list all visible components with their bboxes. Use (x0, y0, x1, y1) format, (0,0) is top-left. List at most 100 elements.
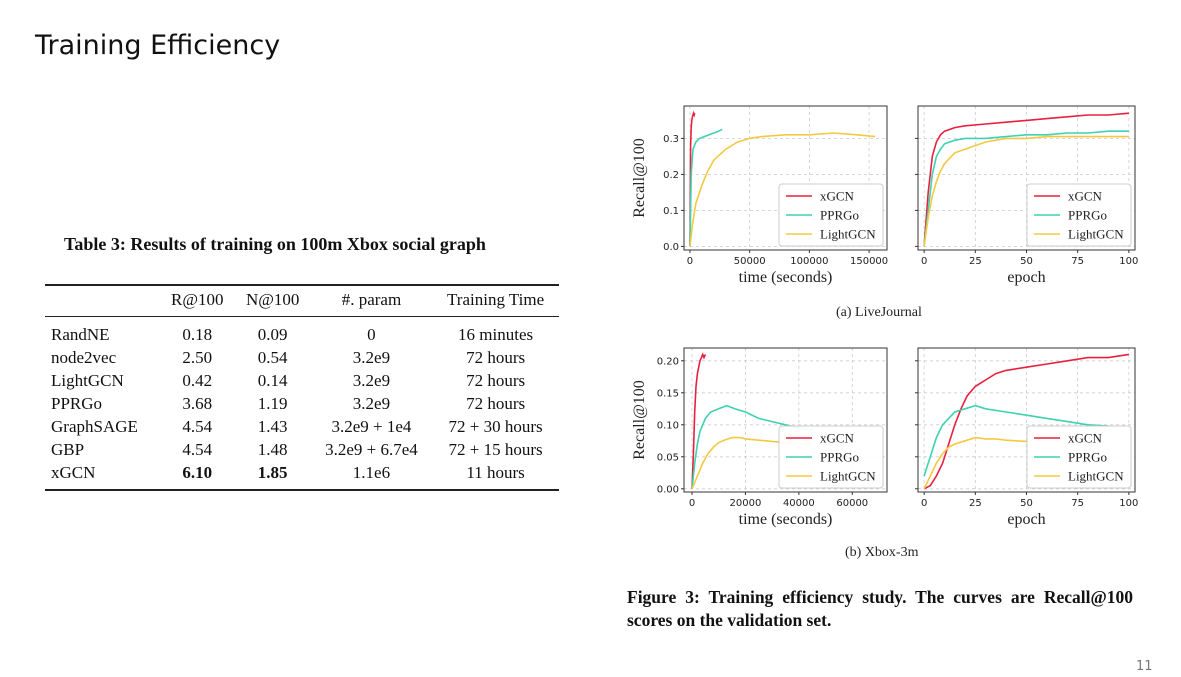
cell-time: 72 hours (466, 394, 526, 413)
cell-method: xGCN (45, 461, 160, 491)
series-line-pprgo (923, 404, 1109, 477)
cell-n100: 0.09 (257, 325, 288, 344)
cell-r100: 6.10 (159, 461, 235, 491)
cell-r100: 4.54 (182, 440, 213, 459)
results-table: R@100 N@100 #. param Training Time RandN… (45, 284, 559, 491)
slide-title: Training Efficiency (35, 30, 281, 61)
legend-label: PPRGo (820, 450, 859, 465)
legend-label: xGCN (1068, 189, 1103, 204)
cell-param: 3.2e9 + 1e4 (331, 417, 412, 436)
y-tick-label: 0.10 (657, 420, 679, 431)
cell-param: 1.1e6 (310, 461, 433, 491)
cell-n100: 0.14 (257, 371, 288, 390)
cell-method: LightGCN (51, 371, 124, 390)
cell-param: 3.2e9 (352, 348, 391, 367)
legend-label: LightGCN (820, 227, 876, 242)
plot-frame (683, 105, 888, 251)
y-tick-label: 0.0 (663, 242, 679, 253)
x-axis-label: time (seconds) (739, 269, 833, 286)
y-tick-label: 0.20 (657, 356, 679, 367)
header-param: #. param (310, 284, 433, 317)
chart-xbox-epoch: 0 25 50 75 100 epoch xGCN PPRGo LightGCN (915, 347, 1138, 528)
plot-frame (683, 347, 888, 493)
cell-method: node2vec (51, 348, 117, 367)
figure-caption: Figure 3: Training efficiency study. The… (627, 587, 1133, 630)
x-tick-label: 60000 (836, 498, 868, 509)
chart-livejournal-time: 0 50000 100000 150000 0.0 0.1 0.2 0.3 time (seco… (631, 105, 888, 286)
series-line-xgcn (691, 352, 707, 489)
x-tick-label: 150000 (850, 256, 888, 267)
x-tick-label: 0 (687, 256, 693, 267)
series-line-xgcn (689, 110, 696, 247)
series-line-lightgcn (923, 436, 1027, 490)
cell-n100: 1.48 (257, 440, 288, 459)
table-row: node2vec 2.50 0.54 3.2e9 72 hours (45, 346, 559, 369)
cell-r100: 3.68 (182, 394, 213, 413)
table-row: GraphSAGE 4.54 1.43 3.2e9 + 1e4 72 + 30 … (45, 415, 559, 438)
x-tick-label: 50 (1020, 498, 1033, 509)
subcaption-livejournal: (a) LiveJournal (836, 305, 922, 320)
table-row: GBP 4.54 1.48 3.2e9 + 6.7e4 72 + 15 hour… (45, 438, 559, 461)
x-tick-label: 25 (969, 498, 982, 509)
x-tick-label: 100000 (790, 256, 828, 267)
table-header-row: R@100 N@100 #. param Training Time (45, 284, 559, 317)
y-tick-label: 0.1 (663, 206, 679, 217)
cell-n100: 1.85 (234, 461, 311, 491)
header-r100: R@100 (159, 284, 235, 317)
table-row: PPRGo 3.68 1.19 3.2e9 72 hours (45, 392, 559, 415)
legend-label: LightGCN (1068, 469, 1124, 484)
page-number: 11 (1136, 659, 1153, 674)
x-tick-label: 0 (921, 256, 927, 267)
x-tick-label: 0 (689, 498, 695, 509)
series-line-xgcn (923, 112, 1129, 247)
y-tick-label: 0.3 (663, 134, 679, 145)
legend-label: xGCN (820, 189, 855, 204)
x-tick-label: 75 (1071, 256, 1084, 267)
y-tick-label: 0.05 (657, 452, 679, 463)
legend-label: PPRGo (820, 208, 859, 223)
legend-box (1026, 183, 1132, 247)
x-tick-label: 100 (1119, 256, 1138, 267)
series-line-lightgcn (923, 135, 1129, 247)
cell-r100: 4.54 (182, 417, 213, 436)
series-line-xgcn (923, 353, 1130, 490)
cell-method: RandNE (51, 325, 110, 344)
x-tick-label: 20000 (730, 498, 762, 509)
legend-label: LightGCN (820, 469, 876, 484)
cell-r100: 2.50 (182, 348, 213, 367)
x-tick-label: 0 (921, 498, 927, 509)
cell-n100: 1.19 (257, 394, 288, 413)
header-training-time: Training Time (432, 284, 559, 317)
table-row-best: xGCN 6.10 1.85 1.1e6 11 hours (45, 461, 559, 491)
table-row: LightGCN 0.42 0.14 3.2e9 72 hours (45, 369, 559, 392)
y-axis-label: Recall@100 (631, 138, 648, 218)
header-method (45, 284, 160, 317)
header-n100: N@100 (234, 284, 311, 317)
x-axis-label: epoch (1007, 269, 1045, 286)
y-tick-label: 0.2 (663, 170, 679, 181)
series-line-pprgo (691, 404, 813, 489)
cell-param: 3.2e9 (352, 371, 391, 390)
x-axis-label: epoch (1007, 511, 1045, 528)
table-caption: Table 3: Results of training on 100m Xbo… (64, 234, 486, 254)
x-tick-label: 100 (1119, 498, 1138, 509)
legend-label: LightGCN (1068, 227, 1124, 242)
cell-param: 3.2e9 (352, 394, 391, 413)
cell-method: GBP (51, 440, 85, 459)
series-line-pprgo (689, 128, 723, 247)
x-tick-label: 75 (1071, 498, 1084, 509)
legend-box (1026, 425, 1132, 489)
x-axis-label: time (seconds) (739, 511, 833, 528)
legend-box (778, 425, 884, 489)
legend-label: xGCN (1068, 431, 1103, 446)
chart-livejournal-epoch: 0 25 50 75 100 epoch xGCN PPRGo LightGCN (915, 105, 1138, 286)
cell-time: 16 minutes (458, 325, 534, 344)
legend-box (778, 183, 884, 247)
cell-time: 72 hours (466, 348, 526, 367)
subcaption-xbox: (b) Xbox-3m (845, 545, 919, 560)
cell-method: PPRGo (51, 394, 103, 413)
y-tick-label: 0.00 (657, 484, 679, 495)
series-line-pprgo (923, 130, 1129, 247)
y-axis-label: Recall@100 (631, 380, 648, 460)
cell-r100: 0.42 (182, 371, 213, 390)
